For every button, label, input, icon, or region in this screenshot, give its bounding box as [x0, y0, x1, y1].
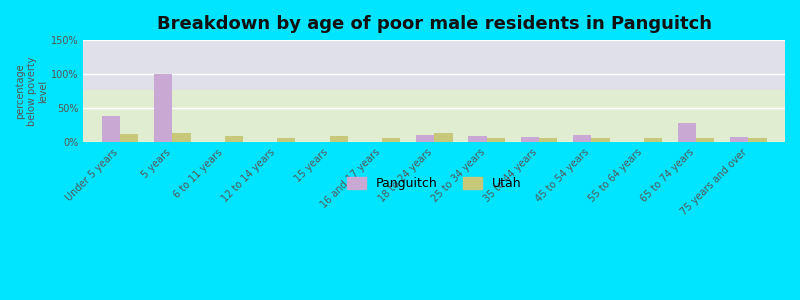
- Bar: [644, 138, 662, 142]
- Bar: [539, 137, 558, 142]
- Bar: [382, 137, 400, 142]
- Bar: [225, 136, 243, 142]
- Bar: [468, 136, 486, 142]
- Bar: [591, 138, 610, 142]
- Bar: [120, 134, 138, 142]
- Bar: [748, 137, 766, 142]
- Bar: [173, 134, 190, 142]
- Bar: [416, 136, 434, 142]
- Y-axis label: percentage
below poverty
level: percentage below poverty level: [15, 56, 48, 126]
- Bar: [696, 138, 714, 142]
- Bar: [678, 123, 696, 142]
- Bar: [154, 74, 173, 142]
- Bar: [521, 137, 539, 142]
- Bar: [730, 137, 748, 142]
- Bar: [102, 116, 120, 142]
- Title: Breakdown by age of poor male residents in Panguitch: Breakdown by age of poor male residents …: [157, 15, 712, 33]
- Bar: [486, 137, 505, 142]
- Bar: [434, 134, 453, 142]
- Legend: Panguitch, Utah: Panguitch, Utah: [342, 172, 526, 195]
- Bar: [330, 136, 348, 142]
- Bar: [277, 137, 295, 142]
- Bar: [573, 136, 591, 142]
